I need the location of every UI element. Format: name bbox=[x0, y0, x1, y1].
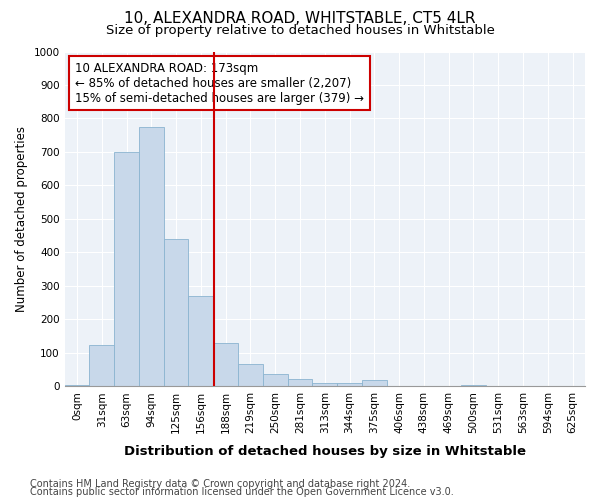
Bar bbox=[164, 239, 188, 386]
Bar bbox=[287, 379, 313, 386]
Text: Contains HM Land Registry data © Crown copyright and database right 2024.: Contains HM Land Registry data © Crown c… bbox=[30, 479, 410, 489]
Bar bbox=[238, 364, 263, 386]
Bar bbox=[188, 296, 213, 386]
Bar bbox=[263, 374, 287, 386]
Bar bbox=[461, 384, 486, 386]
Bar bbox=[362, 380, 387, 386]
Text: 10 ALEXANDRA ROAD: 173sqm
← 85% of detached houses are smaller (2,207)
15% of se: 10 ALEXANDRA ROAD: 173sqm ← 85% of detac… bbox=[75, 62, 364, 104]
Y-axis label: Number of detached properties: Number of detached properties bbox=[15, 126, 28, 312]
Bar bbox=[313, 383, 337, 386]
Bar bbox=[89, 344, 114, 387]
Bar bbox=[213, 343, 238, 386]
Text: Contains public sector information licensed under the Open Government Licence v3: Contains public sector information licen… bbox=[30, 487, 454, 497]
Bar bbox=[114, 152, 139, 386]
X-axis label: Distribution of detached houses by size in Whitstable: Distribution of detached houses by size … bbox=[124, 444, 526, 458]
Bar bbox=[337, 383, 362, 386]
Bar bbox=[139, 127, 164, 386]
Text: 10, ALEXANDRA ROAD, WHITSTABLE, CT5 4LR: 10, ALEXANDRA ROAD, WHITSTABLE, CT5 4LR bbox=[124, 11, 476, 26]
Text: Size of property relative to detached houses in Whitstable: Size of property relative to detached ho… bbox=[106, 24, 494, 37]
Bar bbox=[65, 384, 89, 386]
